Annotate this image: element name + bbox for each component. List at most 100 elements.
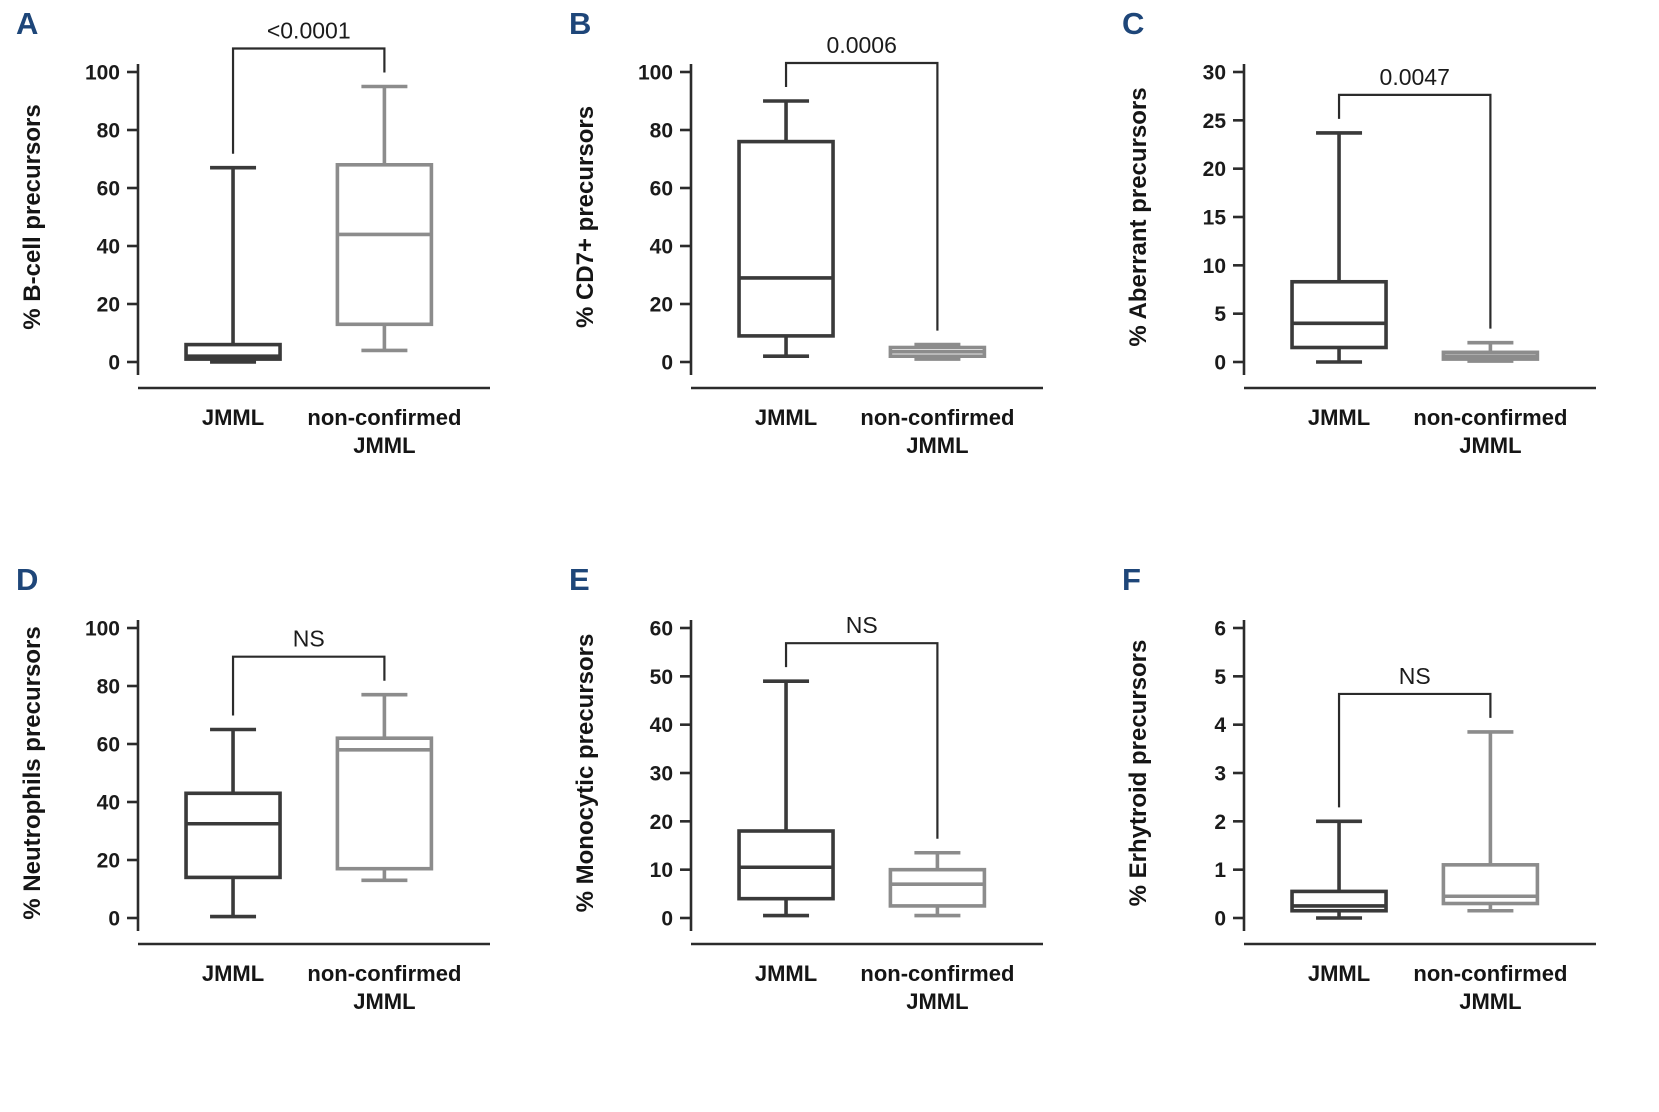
y-tick-label: 30 xyxy=(1203,62,1226,85)
y-tick-label: 40 xyxy=(97,236,120,259)
y-tick-label: 5 xyxy=(1214,303,1226,326)
significance-label: NS xyxy=(846,612,878,638)
y-tick-label: 15 xyxy=(1203,207,1227,230)
x-category-label: JMML xyxy=(1308,405,1370,430)
panel-e: E 0 10 20 30 40 50 60 % Monocytic precursors JMML… xyxy=(553,556,1106,1112)
box-series-non-confirmed-jmml xyxy=(888,850,987,918)
x-category-label: non-confirmed xyxy=(1413,961,1567,986)
x-category-label: JMML xyxy=(1459,989,1521,1014)
y-tick-label: 0 xyxy=(1214,908,1226,931)
y-tick-label: 20 xyxy=(650,811,673,834)
significance-label: 0.0047 xyxy=(1380,64,1450,90)
x-category-label: JMML xyxy=(353,433,415,458)
y-tick-label: 10 xyxy=(1203,255,1226,278)
box-series-jmml xyxy=(1290,819,1388,920)
y-axis-label: % Monocytic precursors xyxy=(572,634,599,913)
y-tick-label: 0 xyxy=(108,908,120,931)
y-tick-label: 60 xyxy=(650,618,673,641)
y-axis-label: % Erhytroid precursors xyxy=(1125,640,1152,907)
panel-letter-d: D xyxy=(16,562,39,597)
y-tick-label: 100 xyxy=(85,62,120,85)
significance-label: 0.0006 xyxy=(827,32,897,58)
y-tick-label: 40 xyxy=(97,792,120,815)
boxplot-d: 0 20 40 60 80 100 % Neutrophils precursors JMML… xyxy=(19,618,490,1014)
boxplot-f: 0 1 2 3 4 5 6 % Erhytroid precursors JMML non-con… xyxy=(1125,618,1596,1014)
y-axis-label: % B-cell precursors xyxy=(19,104,46,329)
iqr-box xyxy=(1290,889,1388,913)
y-axis-label: % Neutrophils precursors xyxy=(19,626,46,919)
iqr-box xyxy=(888,867,987,908)
x-category-label: non-confirmed xyxy=(860,961,1014,986)
iqr-box xyxy=(335,736,434,871)
x-category-label: JMML xyxy=(906,989,968,1014)
boxplot-b: 0 20 40 60 80 100 % CD7+ precursors JMML non-con… xyxy=(572,32,1043,458)
significance-label: NS xyxy=(1399,663,1431,689)
significance-bracket xyxy=(784,61,939,331)
significance-label: NS xyxy=(293,626,325,652)
box-series-non-confirmed-jmml xyxy=(1441,340,1540,363)
y-tick-label: 40 xyxy=(650,236,673,259)
panel-b: B 0 20 40 60 80 100 % CD7+ precursors JMML non-co… xyxy=(553,0,1106,556)
iqr-box xyxy=(1290,279,1388,350)
iqr-box xyxy=(737,139,835,338)
y-tick-label: 10 xyxy=(650,859,673,882)
y-tick-label: 30 xyxy=(650,763,673,786)
y-axis-label: % Aberrant precursors xyxy=(1125,87,1152,346)
panel-letter-a: A xyxy=(16,6,39,41)
y-tick-label: 25 xyxy=(1203,110,1227,133)
y-tick-label: 100 xyxy=(638,62,673,85)
y-tick-label: 3 xyxy=(1214,763,1226,786)
box-series-non-confirmed-jmml xyxy=(1441,730,1540,913)
box-series-non-confirmed-jmml xyxy=(335,84,434,353)
x-category-label: JMML xyxy=(1308,961,1370,986)
boxplot-a: 0 20 40 60 80 100 % B-cell precursors JMML non-c… xyxy=(19,18,490,458)
y-axis-label: % CD7+ precursors xyxy=(572,106,599,328)
y-tick-label: 5 xyxy=(1214,666,1226,689)
x-category-label: JMML xyxy=(353,989,415,1014)
y-tick-label: 20 xyxy=(97,850,120,873)
y-tick-label: 50 xyxy=(650,666,673,689)
y-tick-label: 60 xyxy=(97,178,120,201)
box-series-non-confirmed-jmml xyxy=(335,692,434,883)
panel-letter-f: F xyxy=(1122,562,1141,597)
y-tick-label: 80 xyxy=(97,676,120,699)
box-series-jmml xyxy=(184,165,282,364)
box-series-jmml xyxy=(184,727,282,919)
y-tick-label: 2 xyxy=(1214,811,1226,834)
iqr-box xyxy=(737,829,835,901)
x-category-label: JMML xyxy=(755,405,817,430)
y-tick-label: 100 xyxy=(85,618,120,641)
panel-f: F 0 1 2 3 4 5 6 % Erhytroid precursors JMML non-co… xyxy=(1106,556,1659,1112)
box-series-jmml xyxy=(737,679,835,918)
y-tick-label: 0 xyxy=(661,352,673,375)
x-category-label: JMML xyxy=(1459,433,1521,458)
panel-c: C 0 5 10 15 20 25 30 % Aberrant precursors JMML no… xyxy=(1106,0,1659,556)
y-tick-label: 0 xyxy=(1214,352,1226,375)
y-tick-label: 40 xyxy=(650,714,673,737)
y-tick-label: 20 xyxy=(650,294,673,317)
x-category-label: non-confirmed xyxy=(307,961,461,986)
x-category-label: JMML xyxy=(906,433,968,458)
y-tick-label: 60 xyxy=(650,178,673,201)
panel-d: D 0 20 40 60 80 100 % Neutrophils precursors JMM… xyxy=(0,556,553,1112)
y-tick-label: 6 xyxy=(1214,618,1226,641)
panel-letter-c: C xyxy=(1122,6,1145,41)
box-series-non-confirmed-jmml xyxy=(888,342,987,361)
iqr-box xyxy=(184,791,282,880)
panel-a: A 0 20 40 60 80 100 % B-cell precursors JMML non-… xyxy=(0,0,553,556)
significance-bracket xyxy=(231,47,386,154)
significance-bracket xyxy=(1337,692,1492,808)
y-tick-label: 20 xyxy=(97,294,120,317)
y-tick-label: 0 xyxy=(108,352,120,375)
x-category-label: JMML xyxy=(755,961,817,986)
x-category-label: JMML xyxy=(202,961,264,986)
x-category-label: non-confirmed xyxy=(1413,405,1567,430)
y-tick-label: 4 xyxy=(1214,714,1226,737)
significance-bracket xyxy=(784,642,939,839)
boxplot-e: 0 10 20 30 40 50 60 % Monocytic precursors JMML n… xyxy=(572,612,1043,1014)
significance-label: <0.0001 xyxy=(267,18,351,44)
panel-letter-b: B xyxy=(569,6,592,41)
y-tick-label: 1 xyxy=(1214,859,1226,882)
y-tick-label: 20 xyxy=(1203,158,1226,181)
